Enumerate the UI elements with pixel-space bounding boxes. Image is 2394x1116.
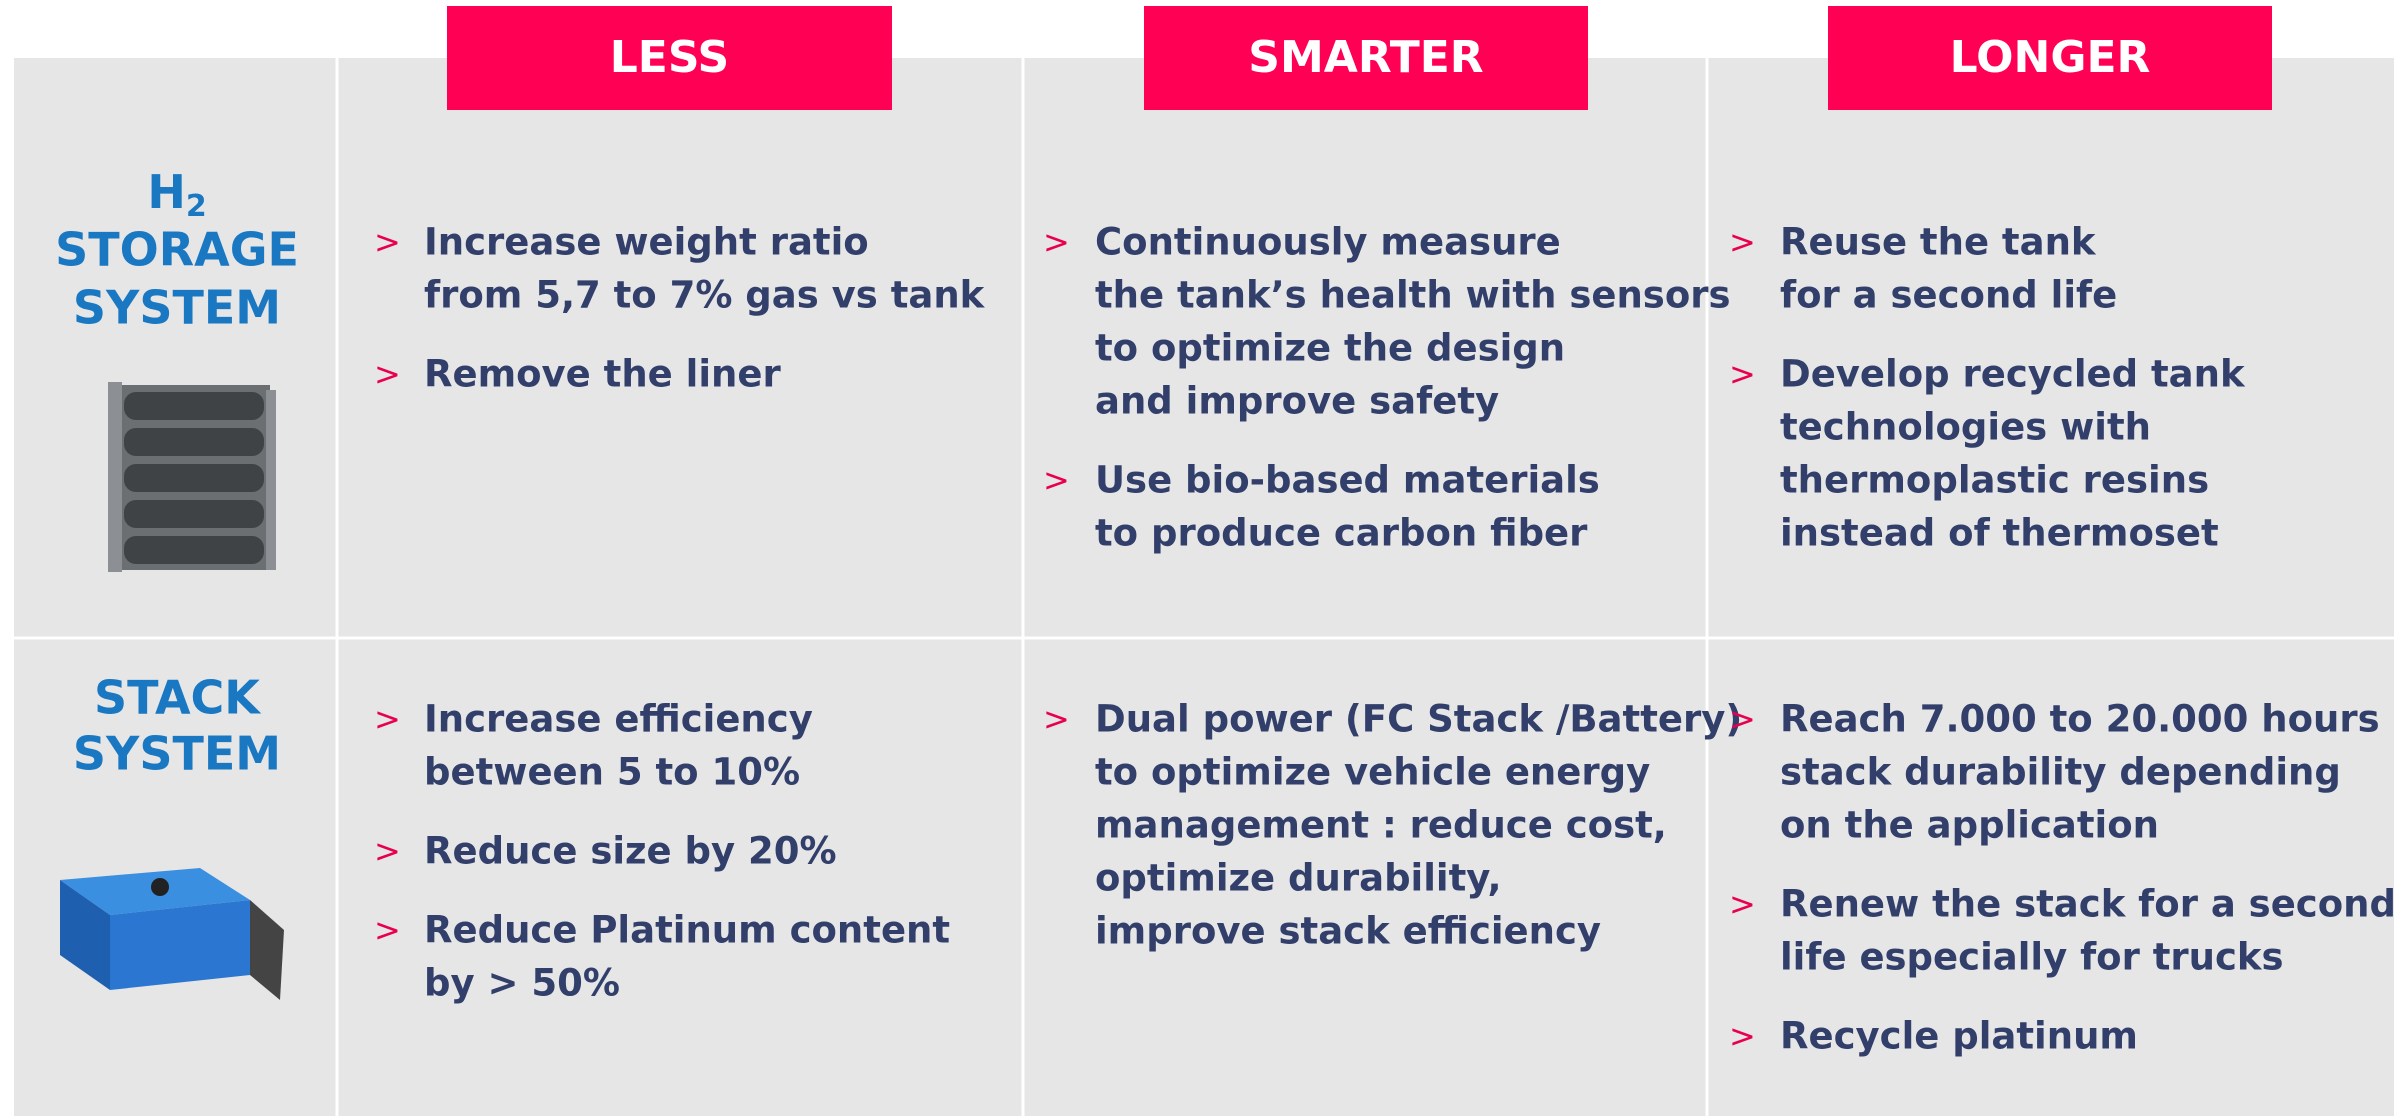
bullet: >	[1043, 223, 1070, 261]
item-line: to optimize the design	[1095, 327, 1565, 370]
item-line: Continuously measure	[1095, 221, 1561, 264]
bullet: >	[1729, 355, 1756, 393]
row-label: SYSTEM	[73, 281, 281, 335]
item-line: Use bio-based materials	[1095, 459, 1600, 502]
tank-image	[108, 382, 276, 572]
bullet: >	[1729, 700, 1756, 738]
row-label: SYSTEM	[73, 727, 281, 781]
item-line: Recycle platinum	[1780, 1015, 2138, 1058]
header-box	[1828, 6, 2272, 110]
item-line: to optimize vehicle energy	[1095, 751, 1650, 794]
item-line: Reduce Platinum content	[424, 909, 950, 952]
item-line: Remove the liner	[424, 353, 781, 396]
item-line: life especially for trucks	[1780, 936, 2284, 979]
item-line: and improve safety	[1095, 380, 1499, 423]
header-label: LESS	[610, 32, 730, 83]
header-box	[447, 6, 892, 110]
item-line: Renew the stack for a second	[1780, 883, 2394, 926]
item-line: Reduce size by 20%	[424, 830, 837, 873]
dividers	[14, 58, 2394, 1116]
row-label: STACK	[94, 671, 262, 725]
item-line: Increase efficiency	[424, 698, 813, 741]
bullet: >	[374, 223, 401, 261]
item-line: improve stack efficiency	[1095, 910, 1601, 953]
item-line: Develop recycled tank	[1780, 353, 2246, 396]
item-line: instead of thermoset	[1780, 512, 2219, 555]
item-line: management : reduce cost,	[1095, 804, 1667, 847]
header-label: SMARTER	[1248, 32, 1483, 83]
item-line: on the application	[1780, 804, 2159, 847]
item-line: Reuse the tank	[1780, 221, 2097, 264]
bullet: >	[1729, 223, 1756, 261]
item-line: for a second life	[1780, 274, 2117, 317]
bullet: >	[1729, 1017, 1756, 1055]
item-line: between 5 to 10%	[424, 751, 800, 794]
bullet: >	[374, 700, 401, 738]
symbol: H	[147, 165, 186, 219]
item-line: Increase weight ratio	[424, 221, 869, 264]
bullet: >	[1043, 461, 1070, 499]
panel	[14, 58, 2394, 1116]
bullet: >	[374, 832, 401, 870]
item-line: thermoplastic resins	[1780, 459, 2209, 502]
item-line: from 5,7 to 7% gas vs tank	[424, 274, 986, 317]
row-label: STORAGE	[55, 223, 299, 277]
row-label-formula: H2	[147, 165, 206, 224]
bullet: >	[374, 911, 401, 949]
bullet: >	[374, 355, 401, 393]
header-label: LONGER	[1950, 32, 2151, 83]
item-line: the tank’s health with sensors	[1095, 274, 1731, 317]
subscript: 2	[186, 189, 207, 224]
item-line: Dual power (FC Stack /Battery)	[1095, 698, 1742, 741]
header-box	[1144, 6, 1588, 110]
item-line: technologies with	[1780, 406, 2151, 449]
item-line: by > 50%	[424, 962, 620, 1005]
item-line: optimize durability,	[1095, 857, 1502, 900]
item-line: to produce carbon fiber	[1095, 512, 1588, 555]
stack-image	[60, 868, 284, 1000]
item-line: stack durability depending	[1780, 751, 2341, 794]
bullet: >	[1043, 700, 1070, 738]
bullet: >	[1729, 885, 1756, 923]
item-line: Reach 7.000 to 20.000 hours	[1780, 698, 2380, 741]
